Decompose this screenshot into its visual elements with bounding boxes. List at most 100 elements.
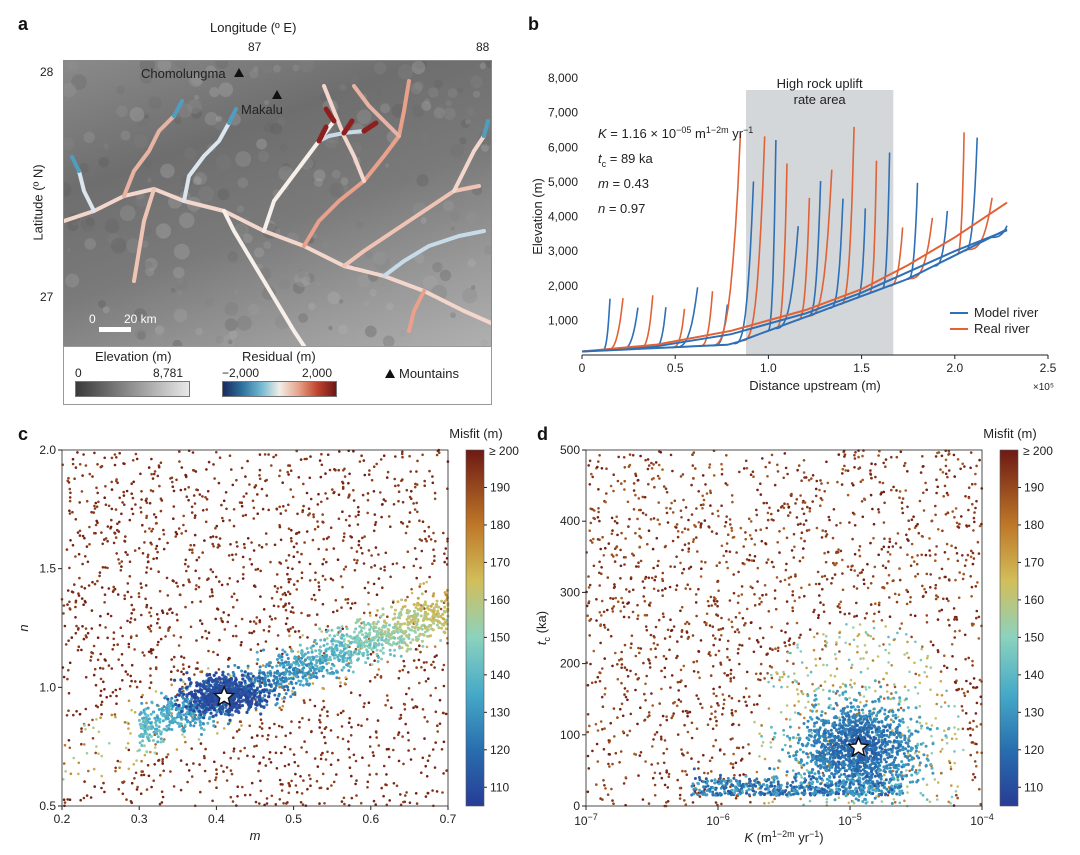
scatter-point — [130, 781, 134, 785]
scatter-point — [966, 553, 970, 557]
terrain-texture — [350, 335, 359, 344]
scatter-point — [185, 694, 189, 698]
scatter-point — [280, 658, 284, 662]
scatter-point — [329, 526, 333, 529]
scatter-point — [868, 686, 871, 689]
scatter-point — [673, 700, 676, 704]
scatter-point — [207, 703, 211, 707]
scatter-point — [366, 786, 369, 789]
scatter-point — [433, 497, 437, 501]
scatter-point — [183, 562, 187, 566]
scatter-point — [185, 495, 189, 498]
scatter-point — [601, 728, 604, 731]
scatter-point — [662, 752, 665, 755]
scatter-point — [641, 580, 645, 583]
scatter-point — [265, 494, 269, 497]
scatter-point — [636, 603, 639, 607]
scatter-point — [392, 782, 396, 785]
scatter-point — [221, 670, 225, 674]
terrain-texture — [372, 251, 387, 266]
scatter-point — [321, 520, 324, 524]
scatter-point — [410, 587, 413, 591]
scatter-point — [729, 785, 732, 788]
scatter-point — [776, 649, 780, 653]
terrain-texture — [224, 302, 239, 316]
scatter-point — [323, 802, 326, 805]
scatter-point — [371, 751, 375, 754]
scatter-point — [976, 540, 980, 544]
scatter-point — [258, 544, 261, 547]
scatter-point — [212, 703, 216, 707]
scatter-point — [77, 552, 81, 556]
scatter-point — [166, 541, 169, 545]
scatter-point — [850, 565, 853, 568]
scatter-point — [349, 734, 353, 737]
scatter-point — [407, 687, 411, 690]
scatter-point — [413, 629, 416, 633]
scatter-point — [249, 672, 253, 676]
scatter-point — [821, 648, 824, 651]
scatter-point — [756, 488, 759, 492]
scatter-point — [353, 636, 357, 640]
terrain-texture — [147, 178, 152, 183]
scatter-point — [738, 773, 742, 777]
scatter-point — [215, 768, 218, 771]
scatter-point — [149, 624, 153, 627]
scatter-point — [332, 780, 336, 784]
scatter-point — [425, 539, 428, 543]
scatter-point — [715, 564, 719, 567]
scatter-point — [298, 720, 301, 724]
scatter-point — [268, 615, 272, 618]
scatter-point — [207, 677, 211, 681]
scatter-point — [179, 788, 183, 792]
terrain-texture — [331, 169, 341, 179]
scatter-point — [221, 706, 225, 710]
scatter-point — [314, 671, 318, 675]
scatter-point — [290, 539, 293, 543]
scatter-point — [187, 565, 190, 568]
scatter-point — [372, 754, 375, 757]
scatter-point — [704, 483, 707, 486]
scatter-point — [429, 634, 433, 638]
scatter-point — [397, 499, 400, 503]
scatter-point — [316, 503, 320, 506]
scatter-point — [132, 480, 135, 484]
scatter-point — [397, 484, 400, 487]
scatter-point — [340, 625, 344, 628]
scatter-point — [278, 706, 282, 710]
scatter-point — [686, 714, 689, 718]
scatter-point — [711, 727, 715, 731]
scatter-point — [82, 796, 86, 800]
scatter-point — [914, 686, 917, 689]
scatter-point — [283, 696, 287, 700]
scatter-point — [293, 760, 297, 764]
scatter-point — [782, 506, 786, 510]
scatter-point — [270, 464, 273, 467]
elevation-colorbar — [75, 381, 190, 397]
scatter-point — [955, 737, 958, 741]
scatter-point — [383, 631, 387, 635]
plot-frame — [61, 449, 449, 807]
scatter-point — [609, 721, 612, 725]
scatter-point — [423, 668, 427, 672]
scatter-point — [325, 662, 329, 666]
scatter-point — [295, 675, 299, 679]
scatter-point — [341, 539, 345, 542]
scatter-point — [123, 503, 126, 506]
terrain-texture — [445, 100, 452, 107]
scatter-point — [368, 679, 372, 683]
scatter-point — [609, 484, 613, 488]
scatter-point — [128, 518, 132, 522]
scatter-point — [238, 501, 242, 504]
scatter-point — [328, 468, 332, 472]
scatter-point — [203, 769, 207, 773]
scatter-point — [639, 454, 642, 458]
scatter-point — [795, 736, 798, 740]
terrain-texture — [303, 158, 316, 170]
scatter-point — [939, 468, 942, 471]
scatter-point — [444, 618, 448, 622]
scatter-point — [182, 680, 185, 683]
scatter-point — [84, 707, 88, 711]
scatter-point — [393, 612, 397, 616]
terrain-texture — [292, 281, 305, 294]
